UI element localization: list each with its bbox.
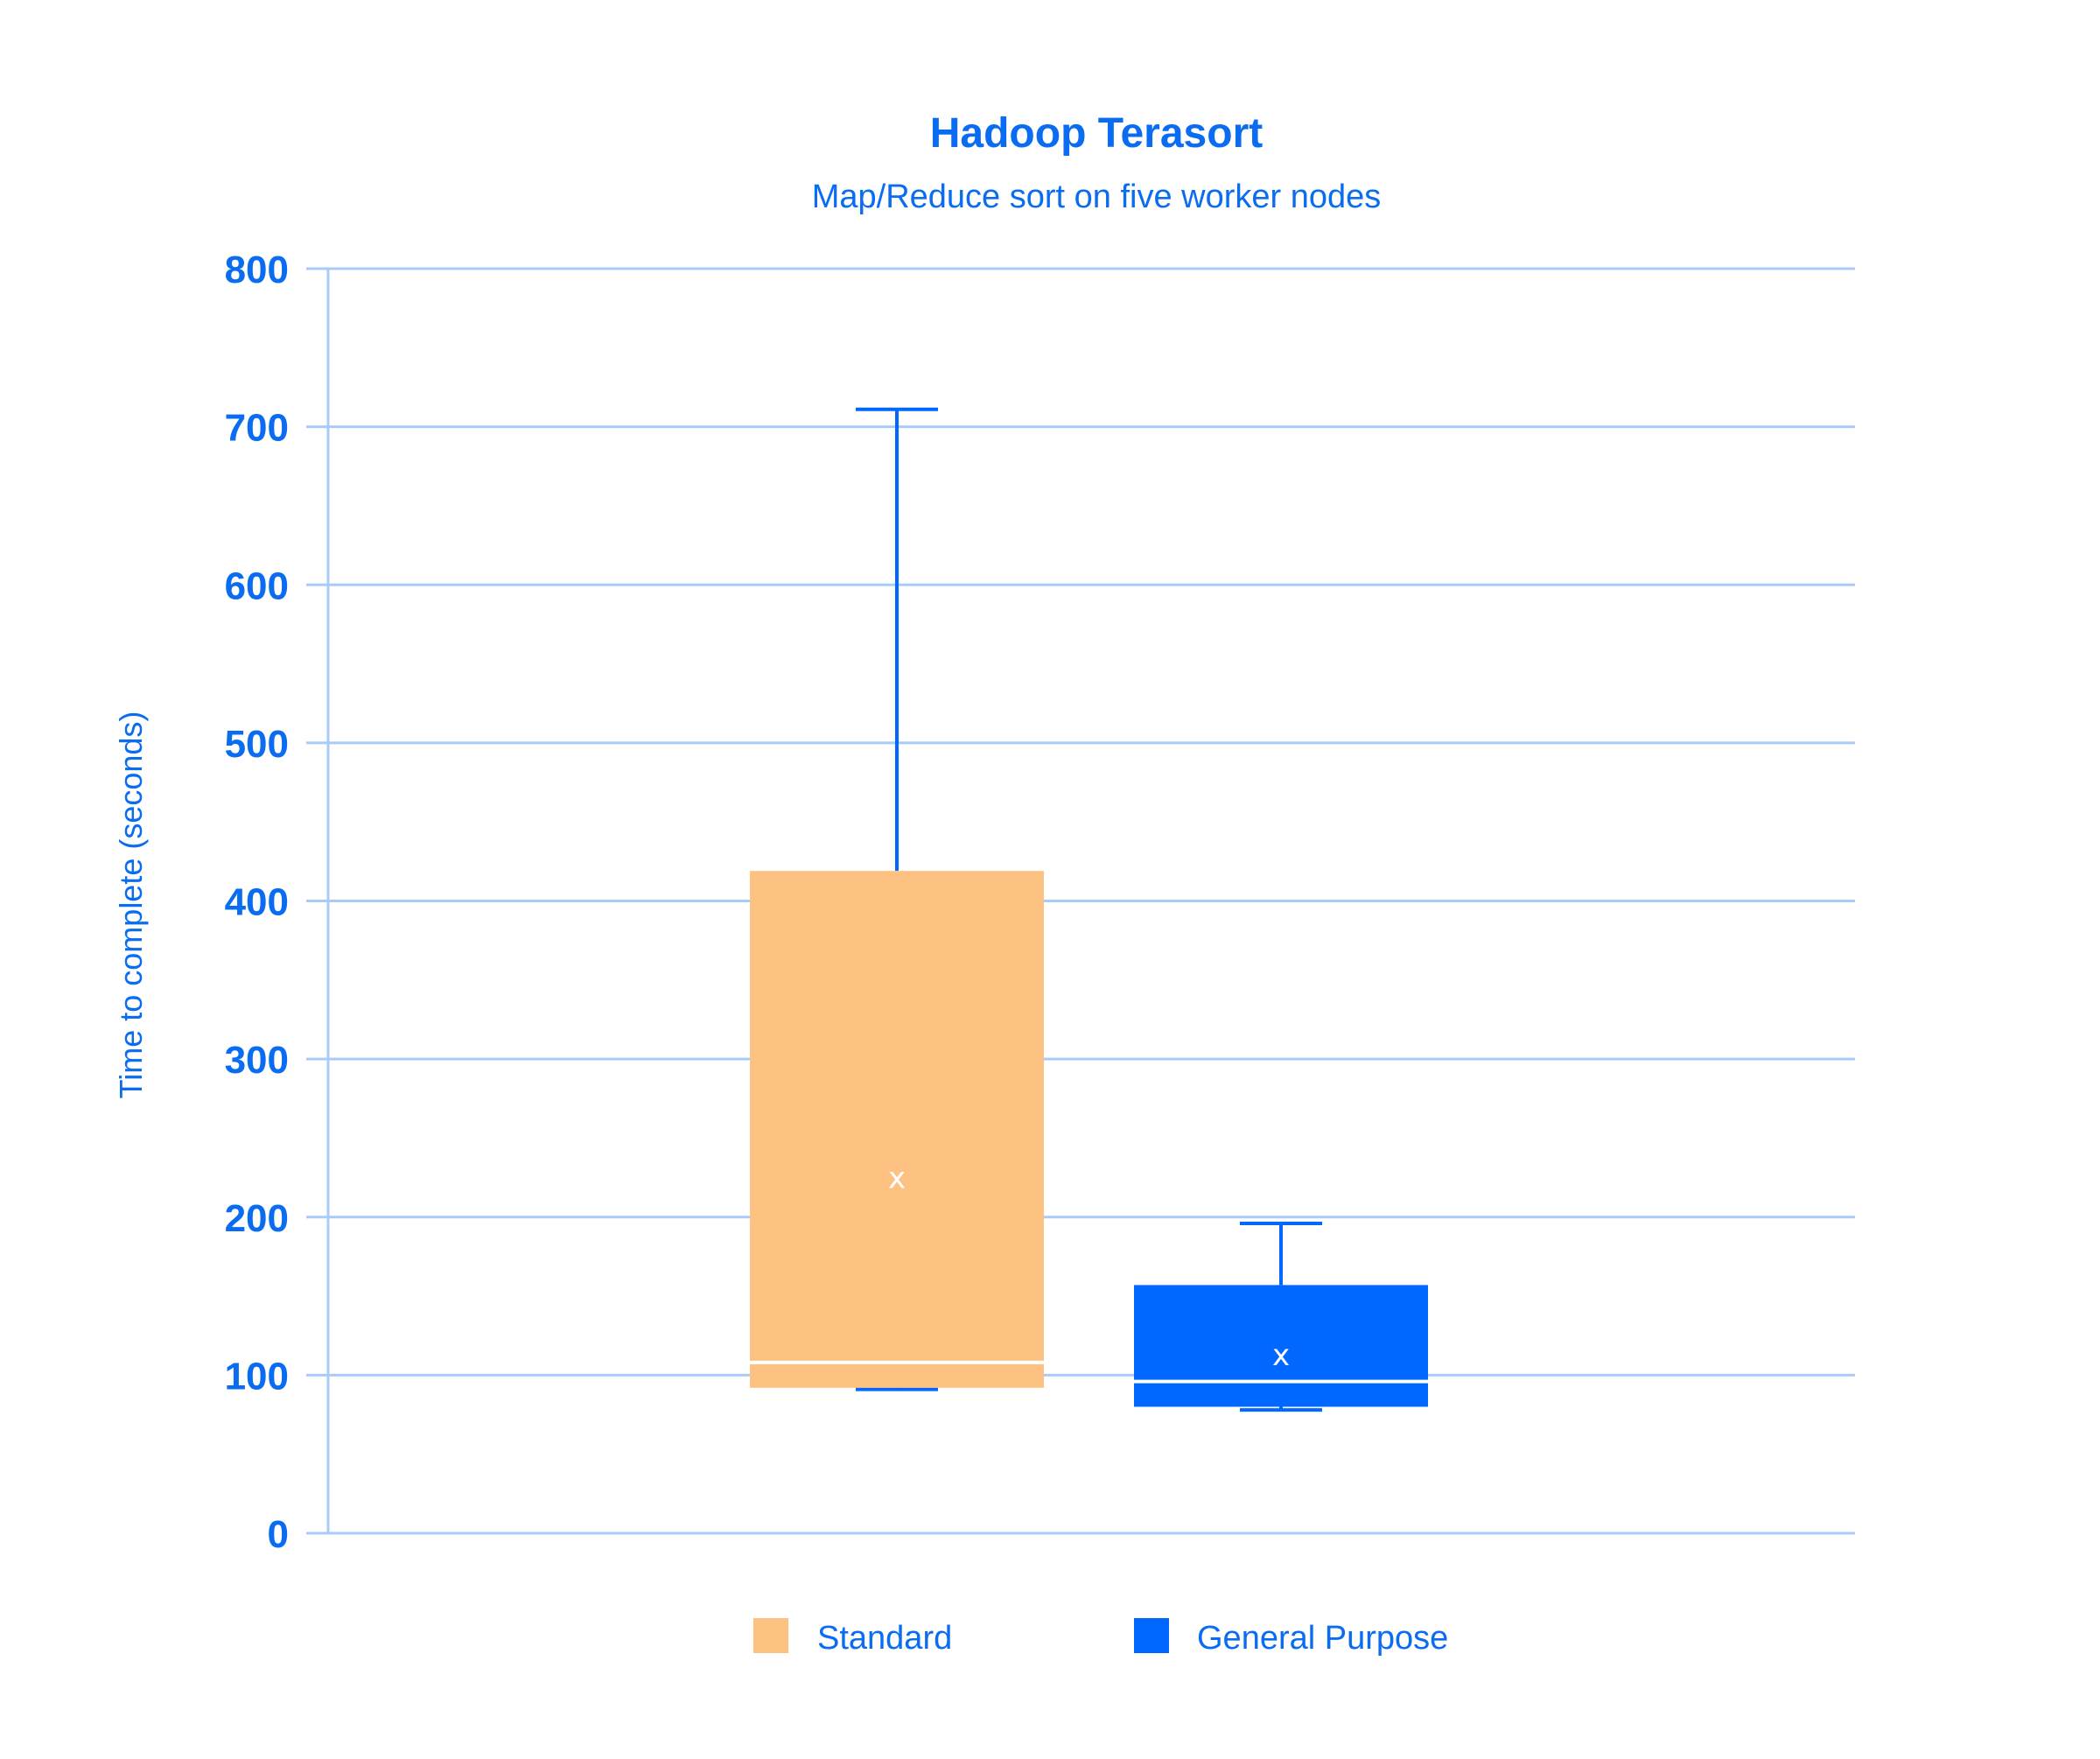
iqr-box-general-purpose — [1134, 1285, 1428, 1407]
y-tick-label-300: 300 — [225, 1039, 289, 1082]
legend: Standard General Purpose — [753, 1618, 1448, 1657]
mean-marker-general-purpose: x — [1272, 1338, 1290, 1373]
iqr-box-standard — [750, 871, 1044, 1388]
y-tick-label-800: 800 — [225, 249, 289, 291]
chart-subtitle: Map/Reduce sort on five worker nodes — [812, 179, 1382, 215]
legend-label-general-purpose: General Purpose — [1197, 1620, 1448, 1657]
y-axis-label: Time to complete (seconds) — [113, 711, 149, 1099]
legend-label-standard: Standard — [817, 1620, 952, 1657]
y-tick-label-600: 600 — [225, 564, 289, 607]
y-tick-label-100: 100 — [225, 1355, 289, 1398]
y-tick-label-700: 700 — [225, 407, 289, 450]
legend-swatch-standard — [753, 1618, 788, 1653]
chart-title: Hadoop Terasort — [930, 110, 1264, 157]
y-tick-label-400: 400 — [225, 881, 289, 924]
box-general-purpose: x — [1134, 1221, 1428, 1412]
y-tick-label-500: 500 — [225, 723, 289, 766]
y-tick-label-0: 0 — [268, 1513, 289, 1556]
grid-layer — [306, 267, 1855, 1535]
box-standard: x — [750, 407, 1044, 1391]
mean-marker-standard: x — [888, 1161, 906, 1196]
box-layer: xx — [750, 407, 1428, 1412]
legend-swatch-general-purpose — [1134, 1618, 1169, 1653]
y-tick-label-200: 200 — [225, 1197, 289, 1240]
y-tick-labels: 0 100 200 300 400 500 600 700 800 — [225, 249, 289, 1556]
